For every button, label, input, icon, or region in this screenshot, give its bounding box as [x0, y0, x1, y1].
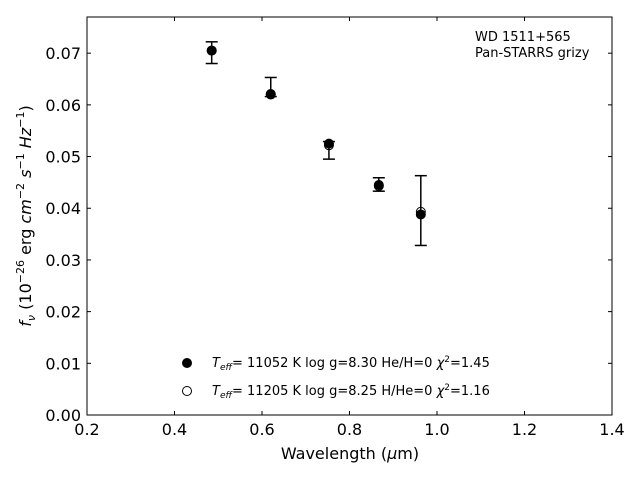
legend-marker-filled [182, 358, 192, 368]
x-tick-label: 0.8 [337, 420, 362, 439]
x-tick-label: 0.6 [249, 420, 274, 439]
y-tick-label: 0.07 [45, 44, 81, 63]
x-tick-label: 1.0 [424, 420, 449, 439]
model-point-open [206, 45, 217, 56]
y-tick-label: 0.02 [45, 303, 81, 322]
model-point-open [373, 181, 384, 192]
x-tick-label: 1.4 [599, 420, 624, 439]
error-bars [205, 41, 427, 247]
x-tick-label: 0.2 [74, 420, 99, 439]
model-point-open [415, 206, 426, 217]
legend-marker-open [182, 386, 192, 396]
annotation-line-1: WD 1511+565 [475, 30, 571, 45]
y-tick-label: 0.01 [45, 354, 81, 373]
model-point-open [323, 140, 334, 151]
y-tick-label: 0.00 [45, 406, 81, 425]
markers [206, 45, 426, 220]
legend-entry-1: Teff= 11052 K log g=8.30 He/H=0 χ2=1.45 [212, 355, 490, 373]
legend: Teff= 11052 K log g=8.30 He/H=0 χ2=1.45 … [182, 355, 490, 401]
legend-entry-2: Teff= 11205 K log g=8.25 H/He=0 χ2=1.16 [212, 383, 490, 401]
ticks: 0.2 0.4 0.6 0.8 1.0 1.2 1.4 0.00 0.01 0.02 0.03 0.0… [45, 17, 625, 439]
y-tick-label: 0.03 [45, 251, 81, 270]
y-tick-label: 0.04 [45, 199, 81, 218]
x-tick-label: 0.4 [162, 420, 187, 439]
annotation-line-2: Pan-STARRS grizy [475, 46, 590, 61]
y-axis-label: fν (10−26 erg cm−2 s−1 Hz−1) [14, 105, 38, 326]
y-tick-label: 0.06 [45, 96, 81, 115]
model-point-open [265, 89, 276, 100]
model-point-filled [415, 209, 426, 220]
y-tick-label: 0.05 [45, 148, 81, 167]
x-tick-label: 1.2 [512, 420, 537, 439]
x-axis-label: Wavelength (μm) [281, 444, 419, 463]
